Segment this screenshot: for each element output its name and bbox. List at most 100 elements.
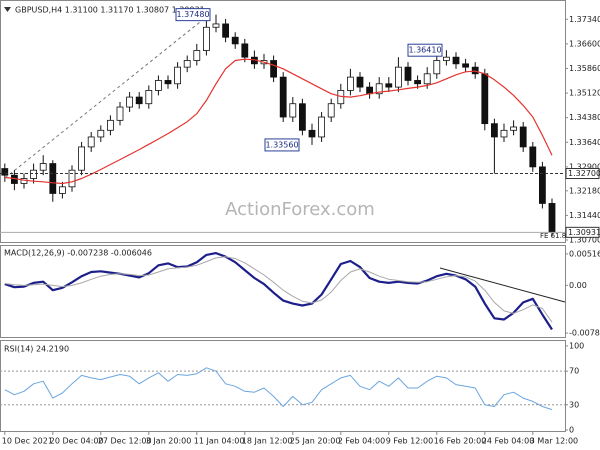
price-panel: [0, 0, 566, 243]
y-tick-label: 1.35860: [569, 64, 600, 73]
candle-body: [346, 76, 354, 91]
candle-body: [202, 26, 210, 51]
candle-body: [49, 163, 57, 194]
candle-body: [414, 80, 422, 85]
indicator-line: [4, 58, 553, 185]
candle-body: [154, 80, 162, 91]
annotation-box: [264, 138, 300, 152]
rsi-panel: [0, 340, 566, 432]
price-box: [565, 226, 600, 238]
candle-body: [423, 73, 431, 85]
x-tick-label: 25 Jan 20:00: [290, 437, 341, 446]
candle-body: [68, 169, 76, 188]
candle-body: [529, 146, 537, 168]
y-tick-label: 1.34380: [569, 113, 600, 122]
candle-body: [279, 76, 287, 118]
x-tick-label: 3 Mar 12:00: [530, 437, 578, 446]
indicator-line: [4, 256, 553, 323]
candle-body: [404, 66, 412, 81]
candle-body: [231, 36, 239, 45]
candle-body: [481, 73, 489, 125]
x-tick-label: 18 Jan 12:00: [242, 437, 293, 446]
chart-title: GBPUSD,H4 1.31100 1.31170 1.30807 1.3093…: [15, 6, 205, 15]
candle-body: [270, 60, 278, 78]
x-tick-label: 24 Feb 04:00: [482, 437, 534, 446]
candle-body: [174, 66, 182, 85]
annotation-label: 1.33560: [265, 140, 298, 149]
candle-body: [30, 169, 38, 179]
candle-body: [289, 103, 297, 118]
annotation-label: 1.37480: [176, 10, 209, 19]
indicator-line: [4, 367, 553, 411]
macd-trend-line: [439, 267, 566, 303]
candle-body: [442, 56, 450, 61]
candle-body: [193, 50, 201, 61]
price-box: [565, 168, 600, 180]
annotation-box: [175, 8, 211, 22]
trend-line: [4, 13, 211, 179]
y-tick-label: 0.005161: [569, 249, 600, 258]
candle-body: [500, 129, 508, 138]
candle-body: [327, 103, 335, 118]
candle-body: [539, 166, 546, 204]
candle-body: [39, 163, 47, 171]
x-tick-label: 20 Dec 04:00: [50, 437, 104, 446]
candle-body: [318, 116, 326, 138]
candle-body: [1, 168, 9, 176]
fe-note: FE 61.8: [540, 232, 566, 240]
candle-body: [462, 63, 470, 68]
x-tick-label: 3 Jan 20:00: [146, 437, 192, 446]
x-tick-label: 16 Feb 20:00: [434, 437, 486, 446]
y-tick-label: 0: [569, 425, 574, 434]
candle-body: [222, 23, 230, 38]
y-tick-label: -0.00783: [569, 329, 600, 338]
candle-body: [145, 90, 153, 105]
y-tick-label: 1.35120: [569, 89, 600, 98]
candle-body: [107, 119, 114, 131]
candle-body: [59, 186, 66, 194]
annotation-label: 1.36410: [408, 46, 441, 55]
candle-body: [510, 126, 518, 131]
y-tick-label: 70: [569, 367, 579, 376]
indicator-line: [4, 252, 553, 331]
y-tick-label: 30: [569, 400, 579, 409]
x-tick-label: 9 Feb 12:00: [386, 437, 433, 446]
candle-body: [126, 96, 133, 108]
candle-body: [212, 23, 220, 28]
candle-body: [135, 96, 143, 105]
y-tick-label: 100: [569, 341, 584, 350]
candle-body: [164, 80, 172, 85]
y-tick-label: 1.31440: [569, 211, 600, 220]
symbol-icon: [4, 7, 11, 12]
candle-body: [394, 66, 402, 88]
annotation-box: [407, 43, 443, 57]
candle-body: [116, 106, 124, 121]
x-tick-label: 11 Jan 04:00: [194, 437, 245, 446]
y-tick-label: 1.32180: [569, 186, 600, 195]
candle-body: [471, 66, 479, 75]
candle-body: [97, 129, 105, 138]
y-tick-label: 1.37340: [569, 15, 600, 24]
y-tick-label: 1.36600: [569, 39, 600, 48]
macd-title: MACD(12,26,9) -0.007238 -0.006046: [4, 249, 152, 258]
candle-body: [241, 43, 249, 58]
y-tick-label: 1.30700: [569, 236, 600, 245]
candle-body: [375, 83, 383, 95]
price-label: 1.30931: [568, 228, 600, 237]
y-tick-label: 1.32900: [569, 162, 600, 171]
watermark: ActionForex.com: [225, 199, 375, 220]
x-tick-label: 27 Dec 12:00: [98, 437, 152, 446]
price-label: 1.32700: [568, 169, 600, 178]
candle-body: [298, 103, 306, 131]
candle-body: [490, 123, 498, 138]
candle-body: [87, 136, 95, 148]
candle-body: [356, 76, 364, 88]
candle-body: [519, 126, 527, 148]
x-tick-label: 10 Dec 2021: [2, 437, 53, 446]
rsi-title: RSI(14) 24.2190: [4, 345, 69, 354]
candle-body: [78, 146, 85, 171]
x-tick-label: 2 Feb 04:00: [338, 437, 385, 446]
candle-body: [308, 129, 316, 138]
candle-body: [433, 60, 441, 75]
